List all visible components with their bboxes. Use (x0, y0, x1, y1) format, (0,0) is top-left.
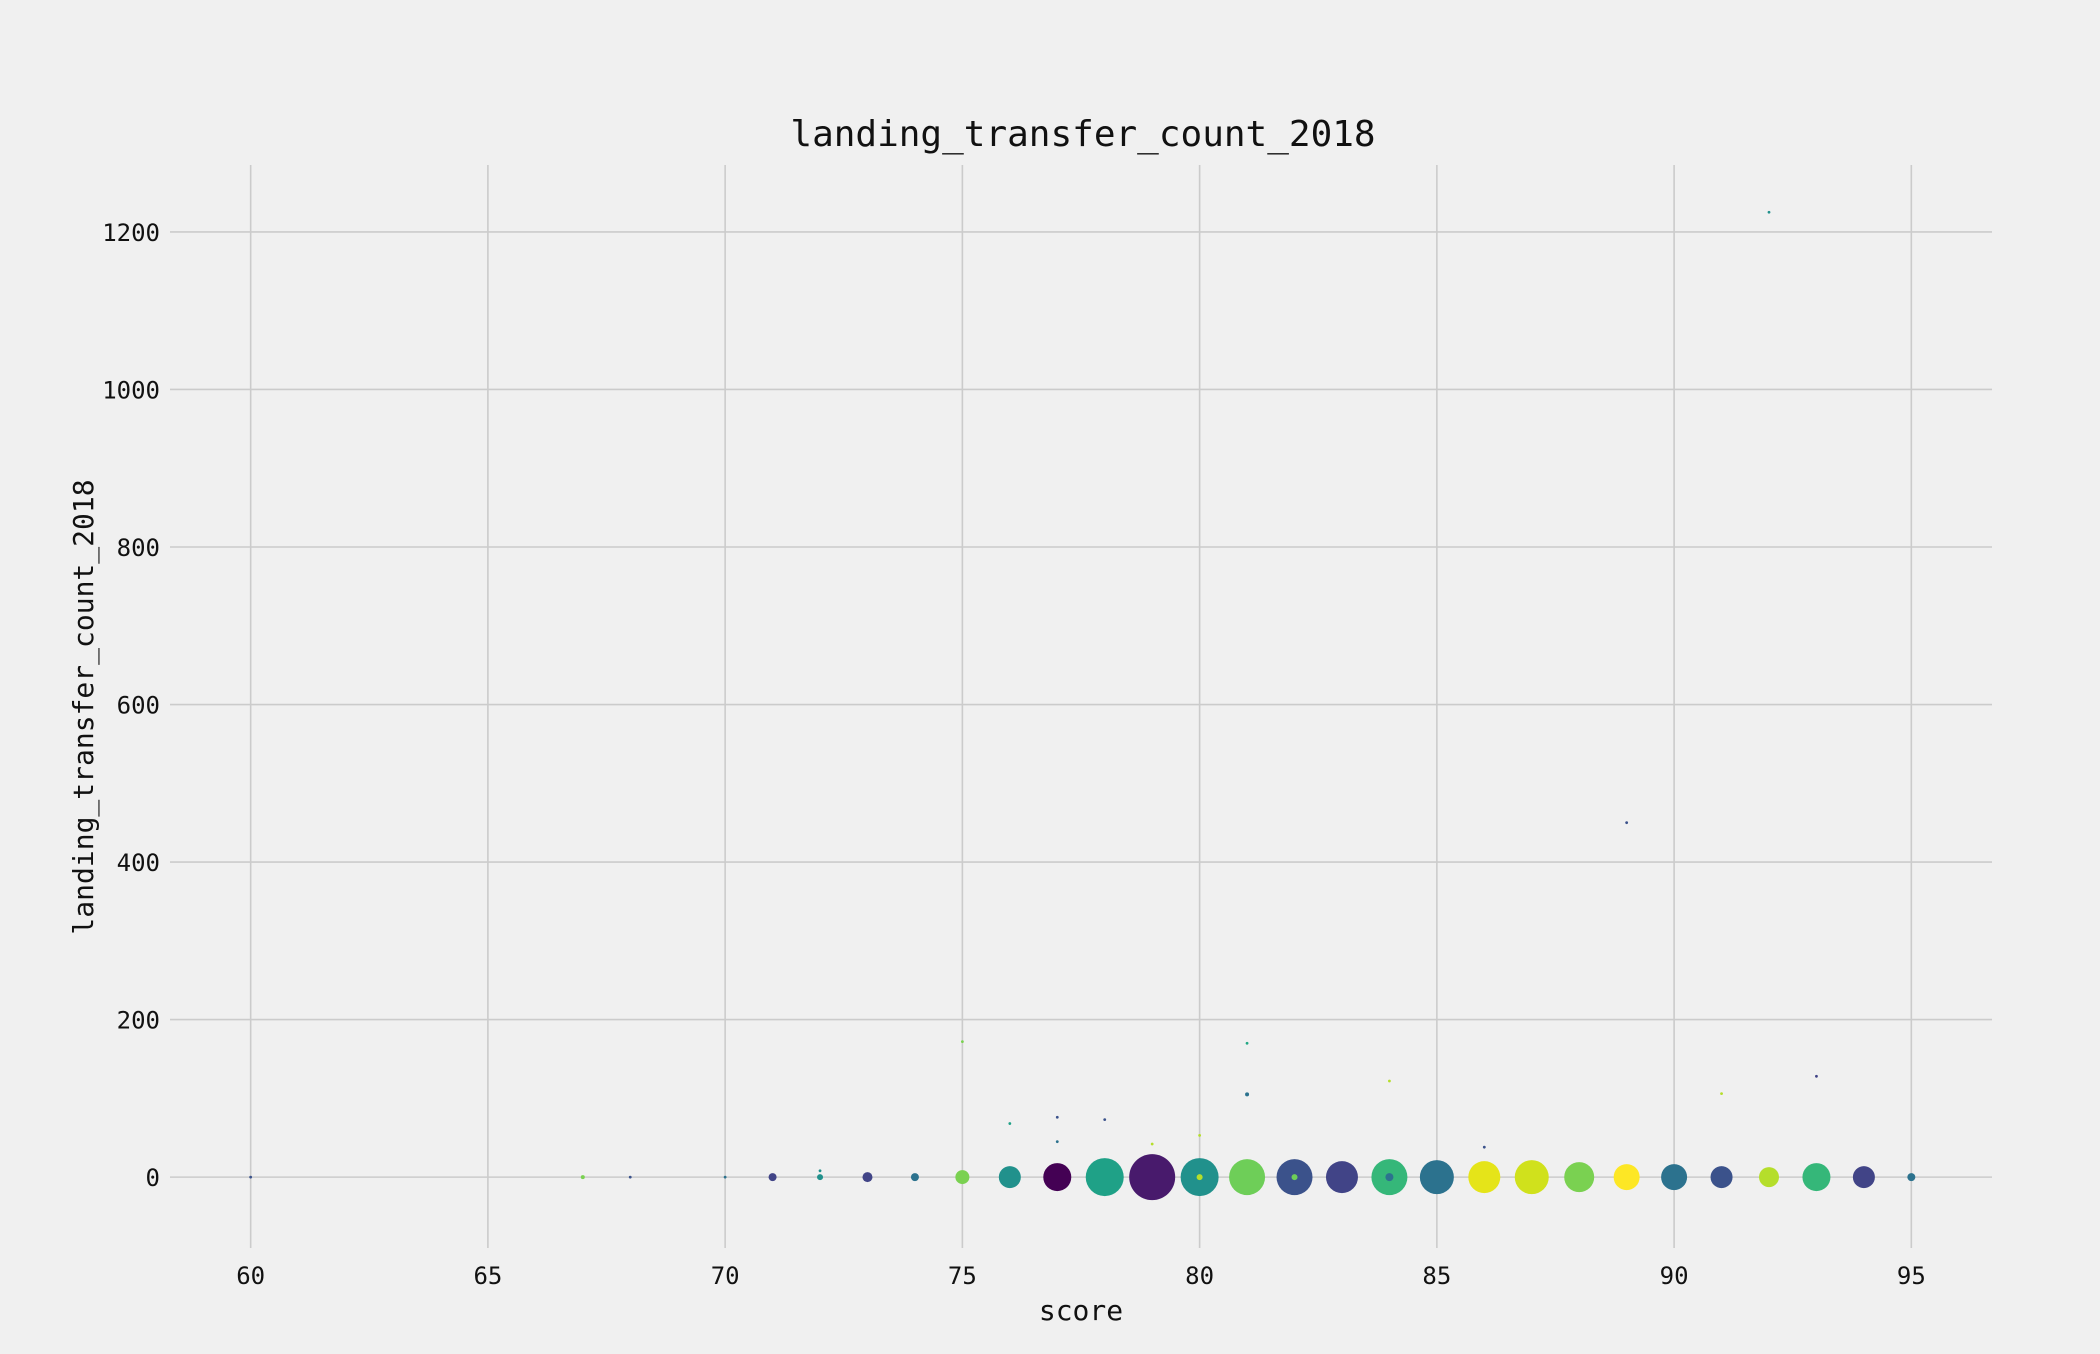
grid-lines (170, 165, 1992, 1248)
data-point (1482, 1145, 1486, 1149)
data-point (1196, 1174, 1203, 1181)
data-point (580, 1175, 585, 1180)
data-point (1229, 1159, 1266, 1196)
data-point (1802, 1163, 1831, 1192)
data-point (817, 1174, 824, 1181)
x-tick-label: 60 (236, 1262, 265, 1290)
data-point (960, 1040, 964, 1044)
y-axis-ticks: 0 200 400 600 800 1000 1200 (102, 219, 160, 1192)
data-point (1055, 1115, 1059, 1119)
data-point (1613, 1164, 1640, 1191)
data-point (1564, 1162, 1595, 1193)
y-tick-label: 800 (117, 534, 160, 562)
data-point (1085, 1158, 1124, 1197)
data-point (1325, 1161, 1358, 1194)
data-point (1767, 210, 1771, 214)
data-point (1720, 1092, 1723, 1096)
y-tick-label: 200 (117, 1007, 160, 1035)
data-point (1907, 1173, 1916, 1182)
data-point (818, 1169, 822, 1173)
data-point (862, 1172, 873, 1183)
data-point (1625, 821, 1629, 825)
x-tick-label: 85 (1422, 1262, 1451, 1290)
y-tick-label: 1200 (102, 219, 160, 247)
data-points (249, 210, 1916, 1201)
data-point (249, 1175, 253, 1179)
data-point (910, 1173, 919, 1182)
data-point (955, 1170, 970, 1185)
data-point (1758, 1167, 1779, 1188)
y-axis-title: landing_transfer_count_2018 (67, 479, 101, 934)
data-point (1419, 1160, 1454, 1195)
data-point (1008, 1122, 1012, 1125)
data-point (1385, 1173, 1394, 1182)
data-point (1468, 1161, 1501, 1194)
y-tick-label: 0 (146, 1164, 160, 1192)
data-point (1710, 1166, 1733, 1189)
data-point (628, 1175, 632, 1179)
x-tick-label: 75 (948, 1262, 977, 1290)
x-tick-label: 65 (473, 1262, 502, 1290)
data-point (1043, 1163, 1072, 1192)
y-tick-label: 1000 (102, 376, 160, 404)
data-point (768, 1173, 777, 1182)
data-point (1661, 1164, 1688, 1191)
data-point (1150, 1142, 1154, 1146)
data-point (1198, 1133, 1202, 1137)
data-point (1514, 1160, 1549, 1195)
x-axis-title: score (1039, 1294, 1123, 1327)
data-point (1388, 1079, 1391, 1083)
x-tick-label: 70 (711, 1262, 740, 1290)
data-point (998, 1166, 1021, 1189)
x-tick-label: 95 (1897, 1262, 1926, 1290)
data-point (1815, 1074, 1818, 1078)
data-point (1129, 1154, 1176, 1201)
data-point (1245, 1092, 1250, 1097)
data-point (1291, 1174, 1298, 1181)
x-tick-label: 80 (1185, 1262, 1214, 1290)
chart-title: landing_transfer_count_2018 (790, 114, 1375, 155)
data-point (723, 1175, 727, 1179)
data-point (1103, 1118, 1107, 1122)
data-point (1852, 1166, 1875, 1189)
y-tick-label: 600 (117, 692, 160, 720)
x-tick-label: 90 (1660, 1262, 1689, 1290)
data-point (1055, 1140, 1059, 1144)
x-axis-ticks: 60 65 70 75 80 85 90 95 (236, 1262, 1926, 1290)
data-point (1245, 1041, 1249, 1045)
y-tick-label: 400 (117, 849, 160, 877)
